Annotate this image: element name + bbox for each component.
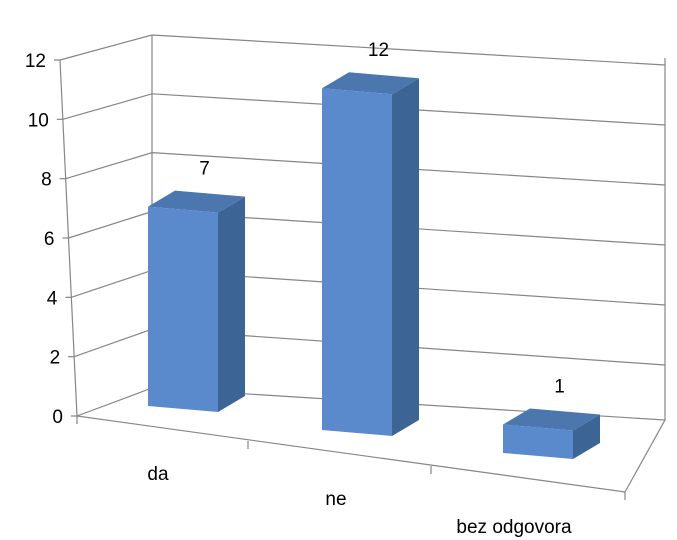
- y-tick-label: 0: [52, 407, 63, 428]
- y-tick-label: 8: [41, 170, 52, 191]
- bar-front: [148, 206, 218, 412]
- x-axis-categories: da ne bez odgovora: [147, 464, 572, 538]
- bar-front: [503, 424, 573, 459]
- category-label: bez odgovora: [456, 517, 572, 538]
- data-label: 1: [554, 377, 565, 398]
- bar-ne: [322, 72, 419, 437]
- y-tick-label: 12: [25, 51, 46, 72]
- data-labels: 7 12 1: [199, 40, 565, 397]
- chart-axes: [54, 35, 666, 500]
- y-tick-label: 4: [47, 288, 58, 309]
- y-tick-label: 2: [50, 348, 61, 369]
- bar-side: [392, 78, 419, 437]
- bar-side: [218, 196, 245, 412]
- chart-bars: [148, 72, 600, 459]
- category-label: ne: [325, 489, 346, 510]
- y-axis-ticks: 0 2 4 6 8 10 12: [25, 51, 63, 428]
- bar-da: [148, 190, 245, 412]
- gridline: [59, 34, 666, 66]
- y-tick-label: 6: [44, 229, 55, 250]
- bar-side: [573, 414, 600, 459]
- data-label: 12: [368, 40, 389, 61]
- bar-bez-odgovora: [503, 408, 600, 459]
- bar-top: [148, 190, 245, 213]
- data-label: 7: [199, 159, 210, 180]
- bar-top: [322, 72, 419, 95]
- bar-top: [503, 408, 600, 431]
- y-tick-label: 10: [28, 110, 49, 131]
- bar-front: [322, 88, 392, 437]
- category-label: da: [147, 464, 169, 485]
